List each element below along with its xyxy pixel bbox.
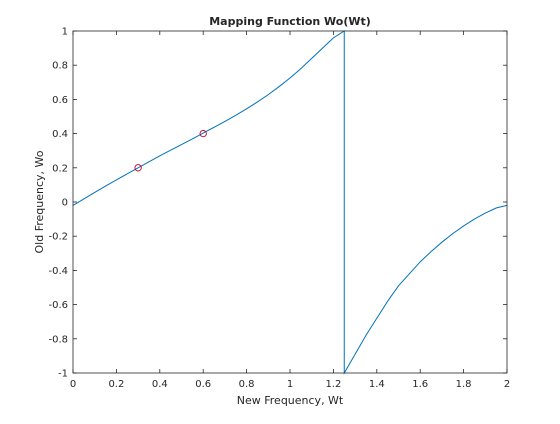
y-tick-label: -0.8 bbox=[48, 334, 68, 345]
y-tick-label: 0.6 bbox=[52, 95, 68, 106]
y-tick-label: 0 bbox=[62, 198, 68, 209]
y-tick-label: -0.4 bbox=[48, 266, 68, 277]
y-tick-label: 1 bbox=[62, 27, 68, 38]
x-tick-label: 0.6 bbox=[195, 379, 211, 390]
x-tick-label: 1.4 bbox=[369, 379, 385, 390]
x-tick-label: 1.2 bbox=[325, 379, 341, 390]
y-tick-label: 0.8 bbox=[52, 61, 68, 72]
marker-point bbox=[199, 129, 207, 138]
chart-title: Mapping Function Wo(Wt) bbox=[209, 15, 371, 28]
x-tick-label: 1.8 bbox=[456, 379, 472, 390]
x-tick-label: 0.2 bbox=[108, 379, 124, 390]
y-tick-label: -0.2 bbox=[48, 232, 68, 243]
series-line-0 bbox=[72, 30, 508, 375]
y-tick-label: 0.4 bbox=[52, 129, 68, 140]
plot-area bbox=[73, 31, 507, 373]
y-tick-label: -0.6 bbox=[48, 300, 68, 311]
x-tick-label: 0 bbox=[70, 379, 76, 390]
x-axis-label: New Frequency, Wt bbox=[237, 394, 344, 407]
x-tick-label: 0.4 bbox=[152, 379, 168, 390]
marker-point bbox=[134, 164, 142, 172]
x-tick-label: 1 bbox=[287, 379, 293, 390]
y-axis-label: Old Frequency, Wo bbox=[33, 150, 46, 253]
y-tick-label: 0.2 bbox=[52, 163, 68, 174]
x-tick-label: 0.8 bbox=[239, 379, 255, 390]
y-tick-label: -1 bbox=[58, 369, 68, 380]
x-tick-label: 2 bbox=[504, 379, 510, 390]
x-tick-label: 1.6 bbox=[412, 379, 428, 390]
